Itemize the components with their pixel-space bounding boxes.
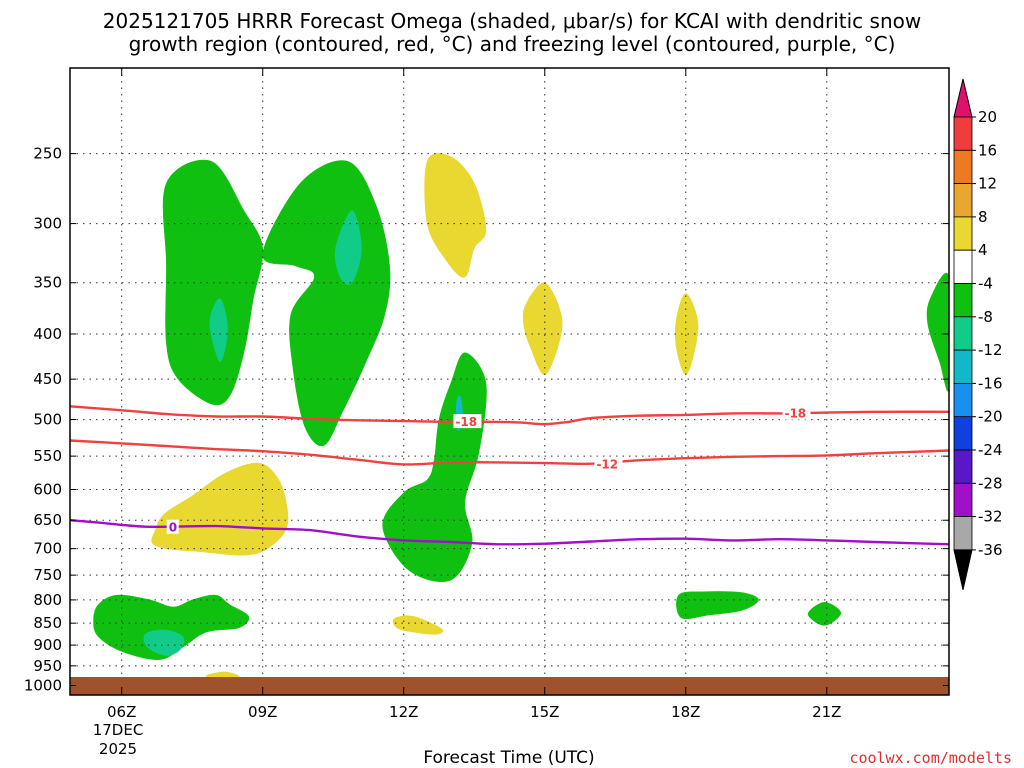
xtick-label-15Z: 15Z: [530, 703, 559, 721]
ytick-label-950: 950: [33, 657, 62, 675]
omega-shaded-regions: [93, 153, 949, 680]
x-axis-label: Forecast Time (UTC): [423, 748, 594, 768]
contour-label-bg: [166, 519, 179, 534]
ytick-label-550: 550: [33, 447, 62, 465]
ytick-label-1000: 1000: [24, 677, 62, 695]
omega-region-yellow-18z: [674, 293, 699, 376]
contour-label-bg: [782, 405, 811, 420]
colorbar-bin-11: [953, 482, 973, 517]
colorbar-arrow-top: [953, 78, 973, 118]
colorbar-bin-9: [953, 416, 973, 451]
colorbar-bin-0: [953, 116, 973, 151]
colorbar-bin-4: [953, 249, 973, 284]
colorbar-label-9: -20: [978, 408, 1003, 426]
xtick-label-06Z: 06Z: [107, 703, 136, 721]
colorbar-label-1: 16: [978, 141, 997, 159]
ytick-label-300: 300: [33, 215, 62, 233]
colorbar-label-5: -4: [978, 275, 993, 293]
colorbar-label-7: -12: [978, 341, 1003, 359]
omega-region-teal-upper-mid: [334, 210, 362, 285]
colorbar-bin-2: [953, 183, 973, 218]
colorbar-bin-10: [953, 449, 973, 484]
contour-label-dendritic-minus18-1: -18: [784, 407, 806, 421]
ytick-label-250: 250: [33, 145, 62, 163]
colorbar-bin-3: [953, 216, 973, 251]
contour-label-dendritic-minus12-0: -12: [596, 458, 618, 472]
colorbar-bin-8: [953, 382, 973, 418]
chart-title-line2: growth region (contoured, red, °C) and f…: [129, 32, 896, 56]
colorbar-label-4: 4: [978, 241, 988, 259]
ytick-label-900: 900: [33, 636, 62, 654]
omega-region-yellow-15z: [522, 282, 563, 376]
omega-region-green-right-edge: [926, 272, 949, 392]
colorbar-label-2: 12: [978, 175, 997, 193]
gridlines: [70, 68, 949, 695]
colorbar-label-11: -28: [978, 474, 1003, 492]
colorbar-label-0: 20: [978, 108, 997, 126]
contour-label-bg: [453, 414, 482, 429]
ytick-label-450: 450: [33, 370, 62, 388]
omega-region-green-upper-left: [162, 159, 264, 406]
omega-region-yellow-low-12z: [392, 615, 444, 635]
colorbar-label-3: 8: [978, 208, 988, 226]
ytick-label-600: 600: [33, 481, 62, 499]
ytick-label-650: 650: [33, 511, 62, 529]
colorbar-bin-5: [953, 283, 973, 318]
omega-region-yellow-upper-12z: [424, 153, 487, 278]
y-axis-ticks: 250 300 350 400 450 500 550 600 650 700 750 800 850 9…: [24, 145, 949, 695]
credit-text: coolwx.com/modelts: [849, 749, 1012, 767]
ytick-label-850: 850: [33, 614, 62, 632]
omega-region-green-low-21z: [807, 602, 842, 626]
x-axis-ticks: 06Z 09Z 12Z 15Z 18Z 21Z: [107, 68, 841, 721]
colorbar-label-10: -24: [978, 441, 1003, 459]
omega-region-green-low-18z: [676, 591, 759, 620]
colorbar-arrow-bottom: [953, 549, 973, 591]
contour-label-freezing-level-0-0: 0: [169, 521, 177, 535]
colorbar-label-6: -8: [978, 308, 993, 326]
colorbar-label-8: -16: [978, 374, 1003, 392]
ground-surface: [70, 677, 949, 695]
ytick-label-750: 750: [33, 566, 62, 584]
xtick-label-21Z: 21Z: [812, 703, 841, 721]
omega-region-teal-low-left: [143, 629, 185, 656]
date-label-year: 2025: [99, 740, 137, 758]
contour-dendritic-minus12: [70, 439, 949, 466]
colorbar: 20 16 12 8 4 -4 -8 -12 -16 -20 -24 -28 -32 -36: [953, 78, 1003, 591]
xtick-label-18Z: 18Z: [671, 703, 700, 721]
date-label-day: 17DEC: [93, 721, 144, 739]
contour-label-dendritic-minus18-0: -18: [455, 415, 477, 429]
ytick-label-400: 400: [33, 325, 62, 343]
omega-region-green-low-left: [93, 594, 250, 660]
colorbar-label-13: -36: [978, 541, 1003, 559]
contour-freezing-level-0: [70, 519, 949, 546]
omega-region-teal-upper-left: [209, 298, 228, 362]
colorbar-label-12: -32: [978, 508, 1003, 526]
ytick-label-500: 500: [33, 411, 62, 429]
xtick-label-12Z: 12Z: [389, 703, 418, 721]
ytick-label-800: 800: [33, 591, 62, 609]
xtick-label-09Z: 09Z: [248, 703, 277, 721]
temperature-contours: -18 -18 -12 0: [70, 405, 949, 546]
ytick-label-700: 700: [33, 540, 62, 558]
colorbar-bin-1: [953, 149, 973, 185]
colorbar-bin-7: [953, 349, 973, 384]
colorbar-bin-12: [953, 516, 973, 551]
contour-dendritic-minus18: [70, 405, 949, 426]
ytick-label-350: 350: [33, 274, 62, 292]
plot-frame: [69, 67, 950, 696]
colorbar-bin-6: [953, 316, 973, 351]
contour-label-bg: [594, 456, 623, 471]
chart-title-line1: 2025121705 HRRR Forecast Omega (shaded, …: [103, 9, 921, 33]
